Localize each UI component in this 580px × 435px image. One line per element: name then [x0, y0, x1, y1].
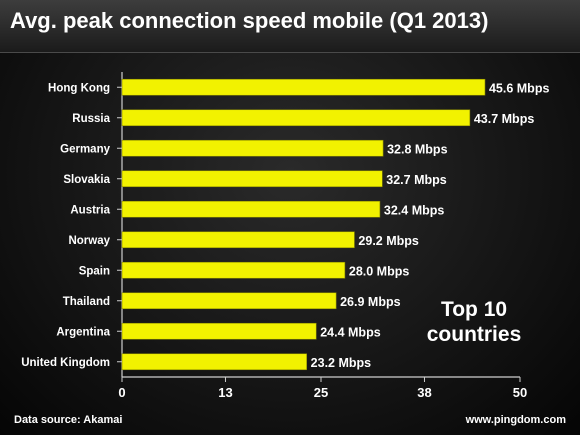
data-label: 28.0 Mbps [349, 264, 409, 278]
x-tick-label: 0 [118, 385, 125, 400]
bar [121, 353, 307, 371]
data-label: 32.7 Mbps [386, 173, 446, 187]
data-label: 29.2 Mbps [358, 234, 418, 248]
category-label: Slovakia [63, 174, 110, 186]
note-line-1: Top 10 [440, 298, 508, 321]
x-tick-label: 25 [314, 385, 328, 400]
category-label: Austria [70, 204, 110, 216]
top-10-note: Top 10 countries [400, 297, 548, 347]
category-label: United Kingdom [21, 357, 110, 369]
bar [121, 78, 486, 96]
category-label: Spain [79, 265, 110, 277]
title-band: Avg. peak connection speed mobile (Q1 20… [0, 0, 580, 53]
category-label: Thailand [63, 296, 110, 308]
bar [121, 170, 383, 188]
website-url: www.pingdom.com [465, 414, 566, 426]
bar [121, 139, 384, 157]
x-tick-label: 50 [513, 385, 527, 400]
data-label: 45.6 Mbps [489, 81, 549, 95]
chart-title: Avg. peak connection speed mobile (Q1 20… [10, 8, 489, 33]
data-label: 24.4 Mbps [320, 325, 380, 339]
category-label: Norway [68, 235, 110, 247]
data-label: 26.9 Mbps [340, 295, 400, 309]
data-label: 32.8 Mbps [387, 142, 447, 156]
bar [121, 231, 355, 249]
category-label: Hong Kong [48, 82, 110, 94]
bar [121, 109, 471, 127]
note-line-2: countries [426, 323, 522, 346]
data-label: 23.2 Mbps [311, 356, 371, 370]
category-label: Germany [60, 143, 110, 155]
category-label: Russia [72, 113, 110, 125]
bar [121, 200, 381, 218]
data-label: 32.4 Mbps [384, 203, 444, 217]
x-tick-label: 13 [218, 385, 232, 400]
bar [121, 322, 317, 340]
bar [121, 261, 346, 279]
data-label: 43.7 Mbps [474, 112, 534, 126]
data-source: Data source: Akamai [14, 414, 123, 426]
x-tick-label: 38 [417, 385, 431, 400]
bar [121, 292, 337, 310]
category-label: Argentina [56, 326, 110, 338]
